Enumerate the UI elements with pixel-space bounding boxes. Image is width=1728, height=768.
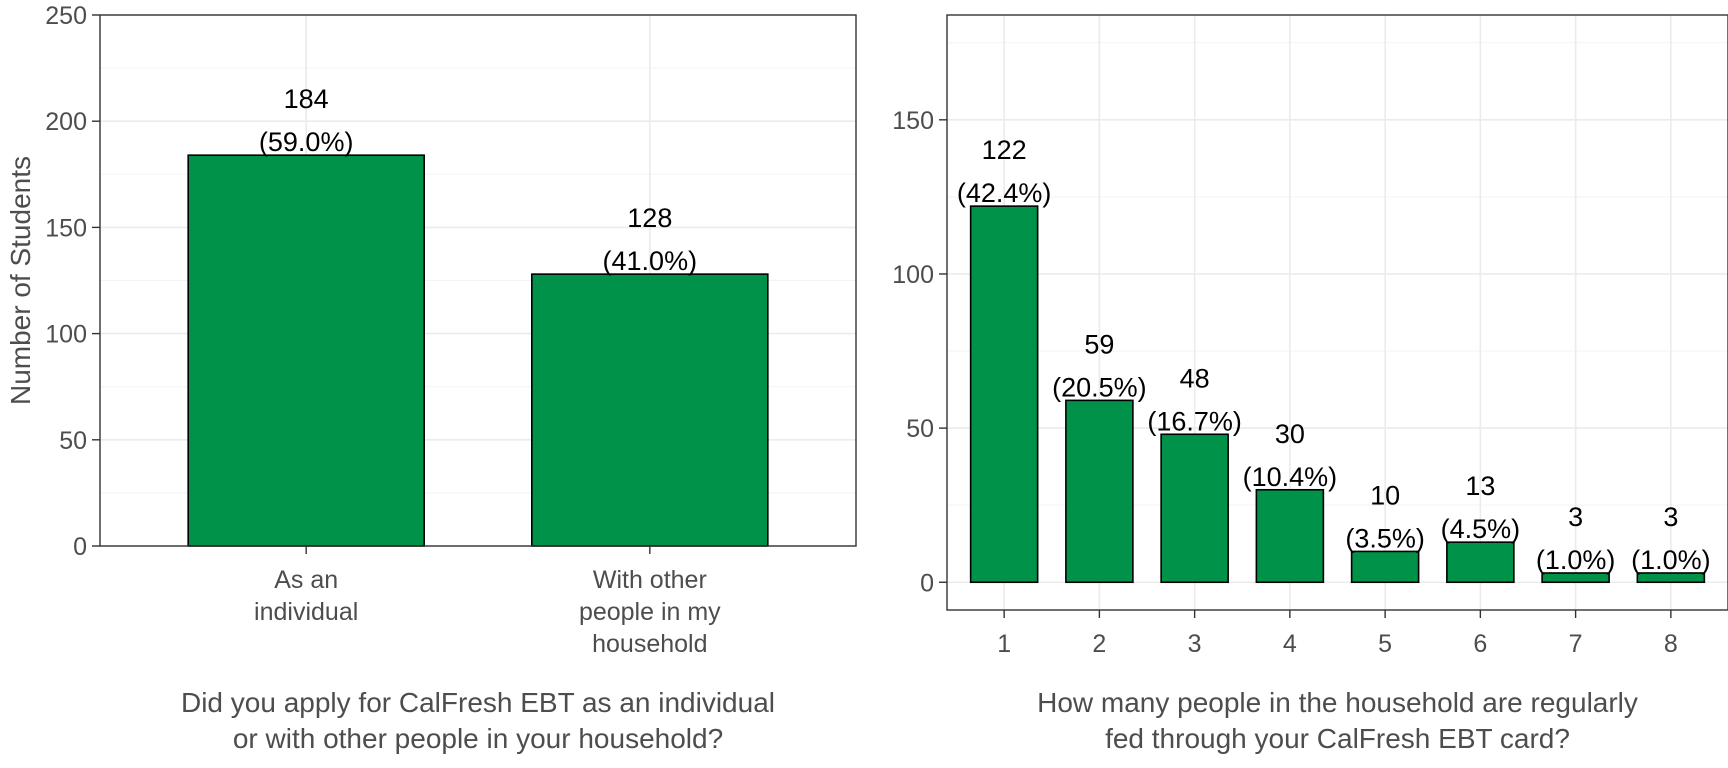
chart2-bar-value-label: 122: [982, 135, 1027, 165]
chart2-x-tick-label: 2: [1092, 630, 1106, 658]
chart2-panel-border: [946, 14, 1728, 611]
chart1-bar-percent-label: (59.0%): [259, 127, 354, 157]
chart1-x-tick-label: individual: [254, 598, 358, 626]
chart2-bar-percent-label: (20.5%): [1052, 372, 1147, 402]
chart1-y-tick-label: 100: [45, 321, 87, 349]
chart1-x-tick-label: household: [592, 630, 707, 658]
chart2-y-tick-label: 100: [892, 261, 934, 289]
chart2-x-tick-label: 6: [1473, 630, 1487, 658]
chart1-y-axis-title: Number of Students: [5, 156, 36, 405]
chart1-x-tick-label: As an: [274, 566, 338, 594]
chart1-bar-value-label: 184: [284, 84, 329, 114]
chart2-x-tick-label: 5: [1378, 630, 1392, 658]
chart2-bar-value-label: 48: [1180, 363, 1210, 393]
chart2-bar: [1255, 488, 1325, 584]
chart2-bar-value-label: 10: [1370, 480, 1400, 510]
chart2-bar-percent-label: (1.0%): [1536, 545, 1616, 575]
chart2-x-tick-label: 4: [1283, 630, 1297, 658]
chart1-x-axis-title: or with other people in your household?: [233, 723, 723, 754]
chart1-y-tick-label: 50: [59, 427, 87, 455]
chart2-bar: [1350, 550, 1420, 584]
chart2-bar-percent-label: (3.5%): [1345, 523, 1425, 553]
chart2-bar: [1541, 572, 1610, 584]
chart2-bar-percent-label: (42.4%): [957, 178, 1052, 208]
chart2-y-tick-label: 50: [906, 415, 934, 443]
chart2-bar-percent-label: (10.4%): [1243, 462, 1338, 492]
chart2-bar: [1636, 572, 1706, 584]
chart1-bar-value-label: 128: [627, 203, 672, 233]
chart1-panel-border: [99, 14, 857, 547]
chart2-bar-value-label: 3: [1663, 502, 1678, 532]
chart2-bar: [1446, 541, 1515, 584]
chart2-x-tick-label: 8: [1664, 630, 1678, 658]
chart2-bar-value-label: 13: [1465, 471, 1495, 501]
chart1-x-axis-title: Did you apply for CalFresh EBT as an ind…: [181, 687, 775, 718]
chart1-y-tick-label: 250: [45, 2, 87, 30]
chart2-y-tick-label: 0: [920, 569, 934, 597]
chart2-bar-percent-label: (4.5%): [1441, 514, 1521, 544]
chart1-bar-percent-label: (41.0%): [603, 246, 698, 276]
chart2-bar-value-label: 30: [1275, 419, 1305, 449]
chart1-bar: [531, 273, 769, 547]
chart2-bar: [1065, 399, 1134, 584]
chart2-bar-value-label: 59: [1084, 329, 1114, 359]
chart2-y-tick-label: 150: [892, 107, 934, 135]
chart1-y-tick-label: 0: [73, 533, 87, 561]
chart2-x-tick-label: 3: [1188, 630, 1202, 658]
chart1-x-tick-label: With other: [593, 566, 707, 594]
chart2-bar: [969, 205, 1039, 584]
chart2-x-tick-label: 1: [997, 630, 1011, 658]
chart1-y-tick-label: 150: [45, 214, 87, 242]
chart2-x-axis-title: How many people in the household are reg…: [1037, 687, 1638, 718]
chart2-bar: [1160, 433, 1229, 584]
chart1-x-tick-label: people in my: [579, 598, 721, 626]
chart2-bar-percent-label: (16.7%): [1147, 406, 1242, 436]
chart1-y-tick-label: 200: [45, 108, 87, 136]
chart1-bar: [187, 154, 425, 547]
chart2-x-tick-label: 7: [1569, 630, 1583, 658]
chart2-bar-value-label: 3: [1568, 502, 1583, 532]
chart2-x-axis-title: fed through your CalFresh EBT card?: [1105, 723, 1570, 754]
chart2-bar-percent-label: (1.0%): [1631, 545, 1711, 575]
